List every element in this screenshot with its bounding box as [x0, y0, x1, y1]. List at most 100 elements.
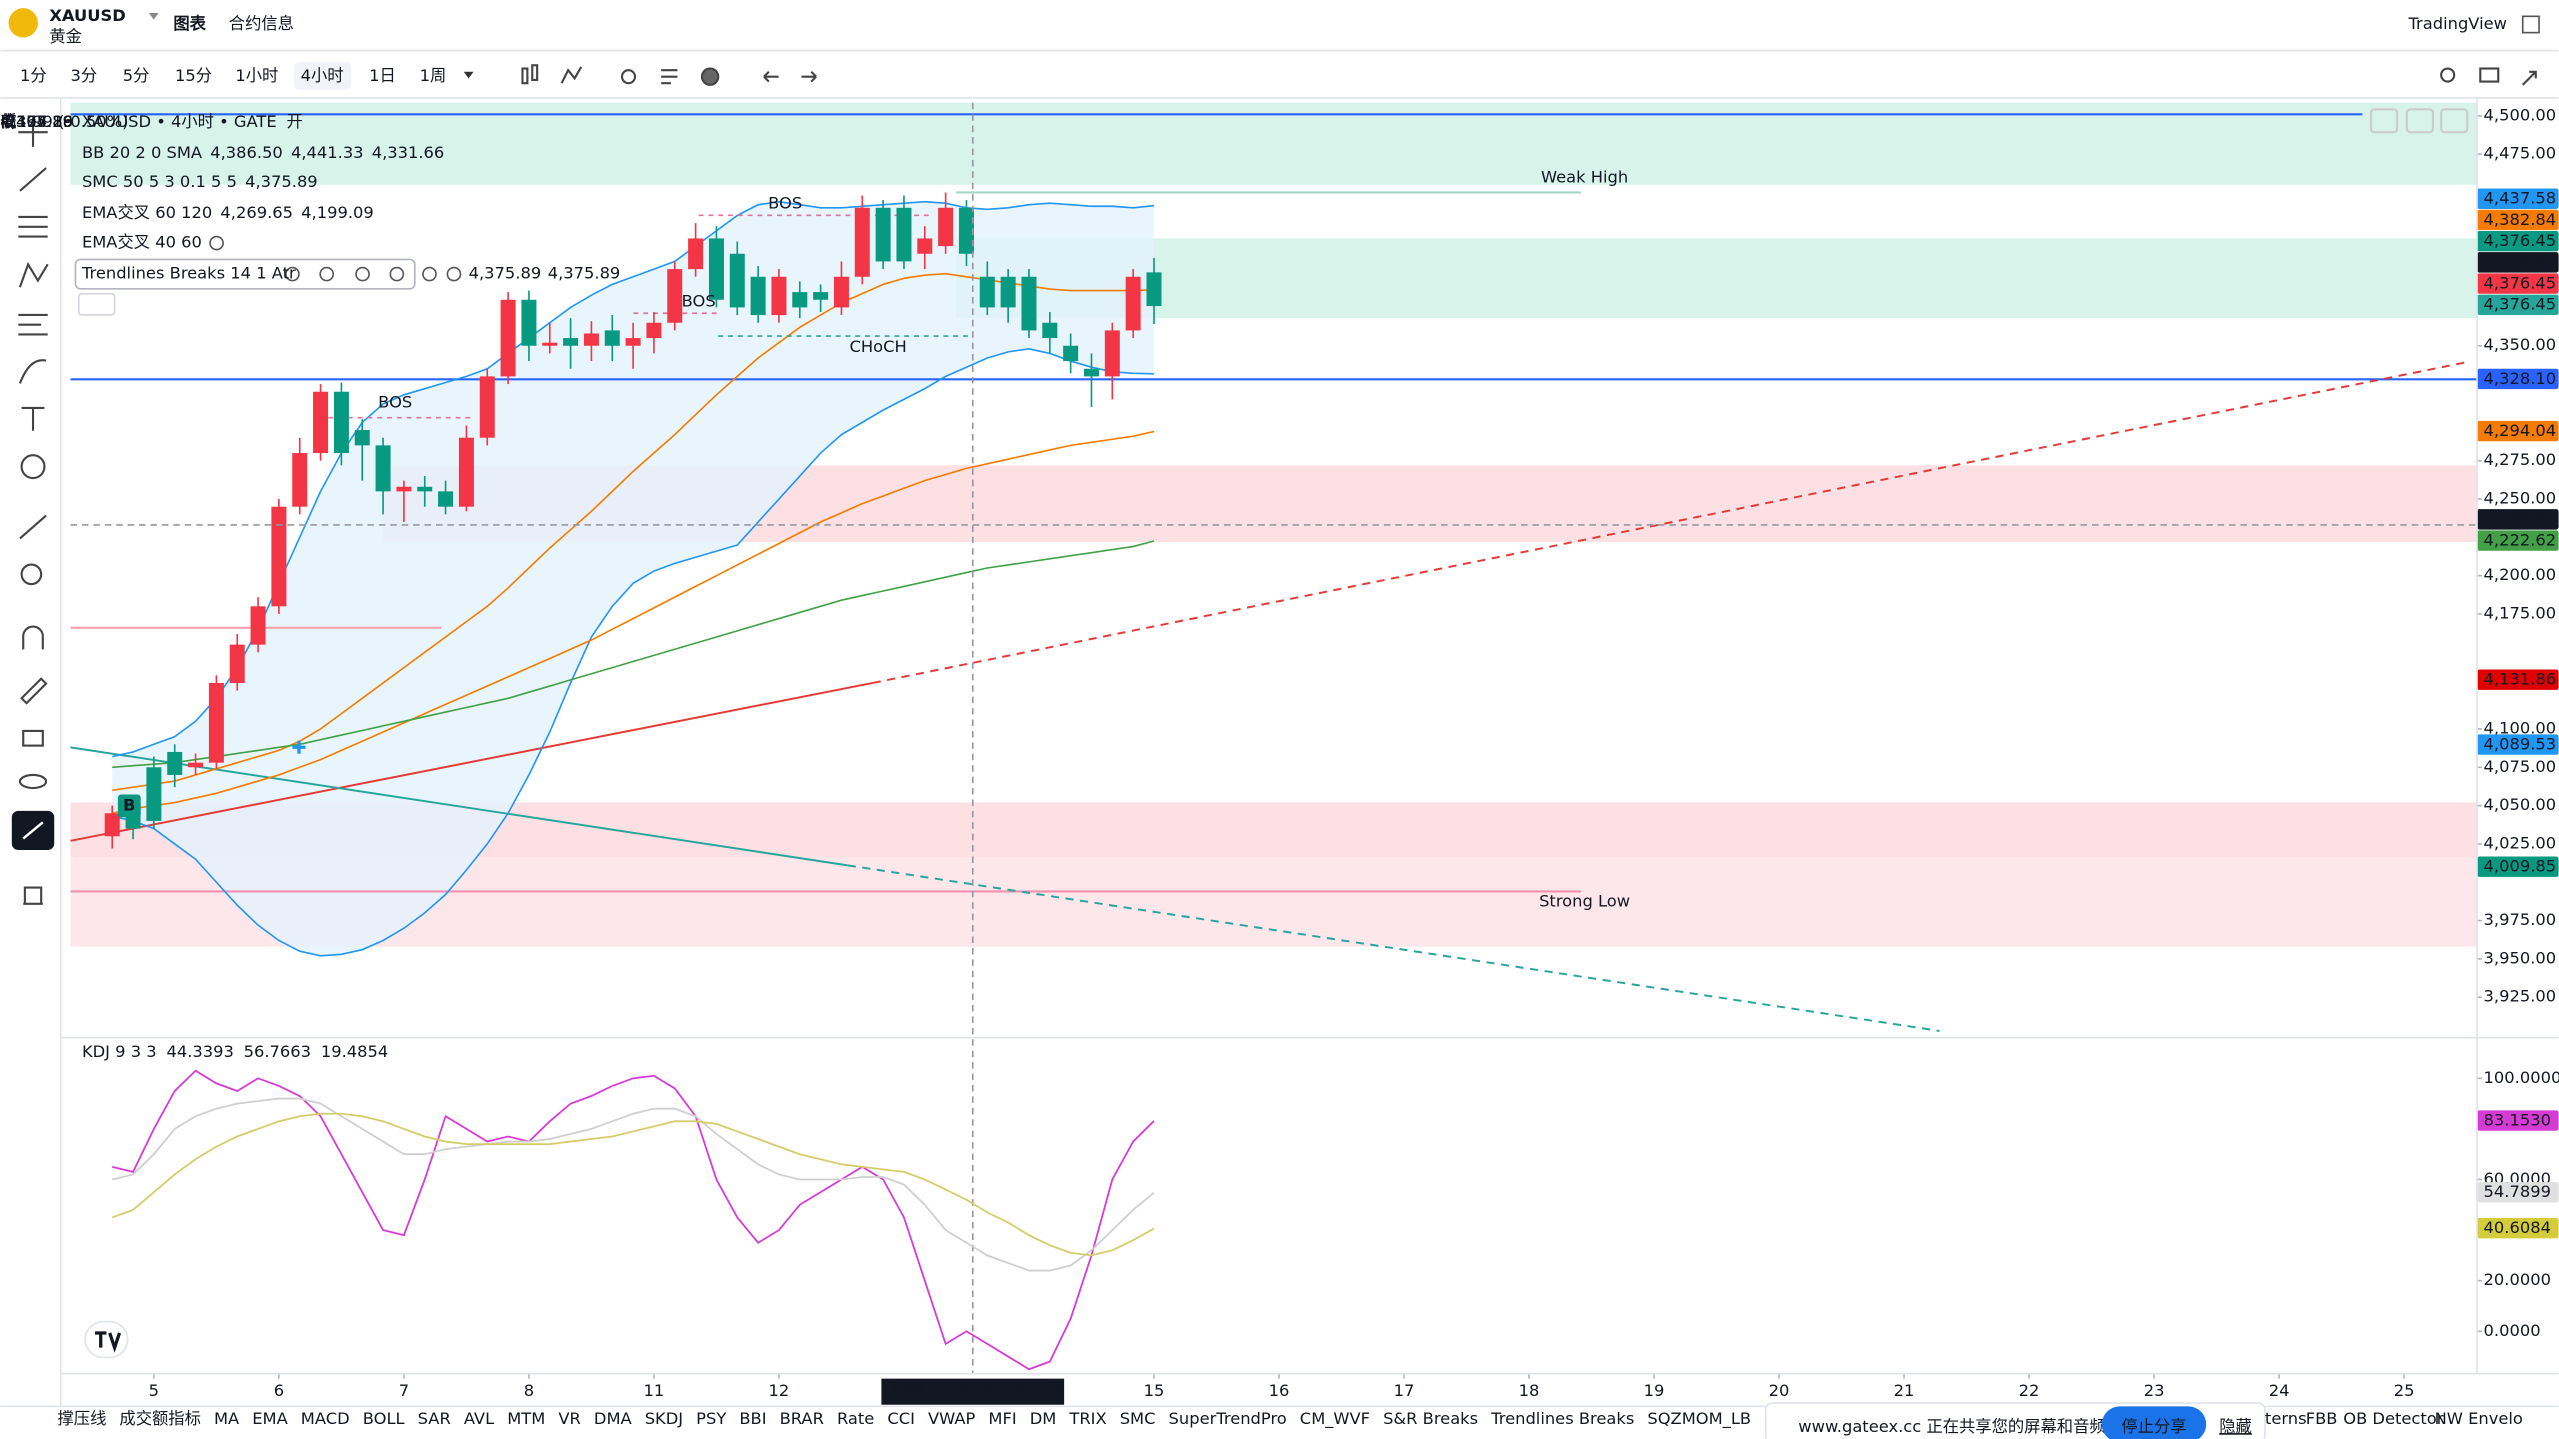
indicator-shortcut[interactable]: Trendlines Breaks	[1490, 1409, 1634, 1428]
forecast-tool[interactable]	[18, 313, 48, 336]
legend-icon[interactable]	[319, 266, 335, 282]
indicator-shortcut[interactable]: MFI	[988, 1409, 1016, 1428]
indicator-shortcut[interactable]: VR	[558, 1409, 580, 1428]
indicator-shortcut[interactable]: DMA	[594, 1409, 633, 1428]
indicator-shortcut[interactable]: terns	[2265, 1409, 2307, 1428]
indicator-shortcut[interactable]: MA	[214, 1409, 240, 1428]
legend-text: 4,364.16	[0, 112, 73, 131]
active-timeframe-bg	[294, 61, 352, 90]
indicator-shortcut[interactable]: VWAP	[928, 1409, 976, 1428]
redo-icon[interactable]	[801, 71, 817, 83]
trendline-tool[interactable]	[19, 167, 47, 192]
fib-tool[interactable]	[18, 215, 48, 238]
timeframe-dropdown[interactable]	[463, 71, 474, 79]
tab[interactable]: 合约信息	[229, 14, 294, 33]
replay-icon[interactable]	[620, 69, 637, 85]
legend-icon[interactable]	[285, 266, 300, 282]
timeframe[interactable]: 3分	[71, 66, 98, 85]
indicator-icon[interactable]	[560, 66, 583, 84]
legend-icon[interactable]	[422, 266, 437, 282]
indicator-shortcut[interactable]: MTM	[507, 1409, 545, 1428]
tab[interactable]: 图表	[173, 14, 206, 33]
indicator-shortcut[interactable]: BOLL	[363, 1409, 405, 1428]
timeframe[interactable]: 15分	[175, 66, 212, 85]
camera-icon[interactable]	[2479, 67, 2500, 83]
candle-icon[interactable]	[531, 64, 539, 82]
indicator-shortcut[interactable]: SAR	[418, 1409, 451, 1428]
timeframe[interactable]: 1小时	[235, 66, 278, 85]
candle-body	[646, 322, 662, 339]
indicator-shortcut[interactable]: Rate	[837, 1409, 874, 1428]
indicator-shortcut[interactable]: NW Envelo	[2435, 1409, 2523, 1428]
checkbox[interactable]	[2521, 15, 2540, 34]
indicator-shortcut[interactable]: TRIX	[1068, 1409, 1106, 1428]
indicator-shortcut[interactable]: SQZMOM_LB	[1647, 1409, 1751, 1429]
stop-share-button[interactable]	[2101, 1406, 2207, 1439]
legend-text: KDJ 9 3 3	[82, 1042, 157, 1061]
text-tool[interactable]	[21, 406, 45, 431]
timeframe[interactable]: 5分	[123, 66, 150, 85]
indicator-shortcut[interactable]: BRAR	[780, 1409, 824, 1428]
undo-icon[interactable]	[763, 71, 779, 83]
delete-tool[interactable]	[23, 886, 43, 905]
crosshair-time: 13:00	[1017, 1381, 1064, 1400]
hide-link[interactable]: 隐藏	[2219, 1417, 2252, 1436]
magnet-tool[interactable]	[22, 625, 44, 650]
indicator-shortcut[interactable]: SMC	[1120, 1409, 1156, 1428]
emoji-tool[interactable]	[20, 454, 46, 480]
collapse-button[interactable]	[77, 292, 116, 316]
timeframe[interactable]: 1分	[20, 66, 47, 85]
indicator-shortcut[interactable]: EMA	[252, 1409, 288, 1428]
candle-icon[interactable]	[521, 67, 529, 85]
ruler-tool[interactable]	[19, 514, 47, 540]
timeframe[interactable]: 1日	[369, 66, 396, 85]
indicator-shortcut[interactable]: BBI	[739, 1409, 766, 1428]
price-tag-label: 83.1530	[2484, 1110, 2551, 1129]
indicator-shortcut[interactable]: MACD	[301, 1409, 350, 1428]
symbol[interactable]: XAUUSD	[49, 6, 125, 25]
add-icon[interactable]	[700, 67, 720, 86]
pattern-tool[interactable]	[18, 261, 49, 288]
price-tag	[2477, 230, 2559, 252]
legend-icon[interactable]	[446, 266, 462, 282]
indicator-shortcut[interactable]: CM_WVF	[1300, 1409, 1370, 1429]
indicator-shortcut[interactable]: 成交额指标	[119, 1409, 200, 1428]
crosshair-time: 周四 2026-08-13	[891, 1381, 1023, 1400]
indicator-shortcut[interactable]: FBB	[2306, 1409, 2338, 1428]
control-button[interactable]	[2440, 108, 2469, 134]
indicator-shortcut[interactable]: DM	[1030, 1409, 1057, 1428]
indicator-shortcut[interactable]: PSY	[696, 1409, 726, 1428]
indicator-shortcut[interactable]: S&R Breaks	[1383, 1409, 1478, 1428]
control-button[interactable]	[2369, 108, 2399, 134]
indicator-shortcut[interactable]: AVL	[464, 1409, 494, 1428]
legend-icon[interactable]	[389, 266, 405, 282]
template-icon[interactable]	[661, 69, 678, 85]
indicator-shortcut[interactable]: OB Detector	[2343, 1409, 2444, 1428]
timeframe[interactable]: 4小时	[301, 66, 344, 85]
hidden-icon[interactable]	[209, 235, 224, 251]
control-button[interactable]	[2405, 108, 2435, 134]
brush-tool[interactable]	[18, 359, 47, 384]
tv-logo[interactable]	[84, 1320, 129, 1359]
visibility-tool[interactable]	[18, 773, 48, 790]
x-tick-label: 22	[2019, 1381, 2040, 1400]
trendline	[872, 361, 2465, 684]
indicator-shortcut[interactable]: SuperTrendPro	[1169, 1409, 1287, 1428]
fullscreen-icon[interactable]	[2521, 70, 2537, 86]
timeframe[interactable]: 1周	[420, 66, 447, 85]
legend-icon[interactable]	[355, 266, 370, 282]
draw-lock-tool[interactable]	[20, 677, 48, 705]
indicator-shortcut[interactable]: SKDJ	[645, 1409, 683, 1428]
brand: TradingView	[2408, 14, 2507, 33]
symbol-dropdown[interactable]	[148, 13, 159, 20]
annotation: B	[123, 795, 135, 814]
candle-body	[104, 813, 120, 837]
indicator-shortcut[interactable]: 撑压线	[57, 1409, 106, 1428]
indicator-shortcut[interactable]: CCI	[887, 1409, 915, 1428]
crosshair-tool[interactable]	[18, 117, 48, 147]
legend-text: -21.99 (-0.50%)	[0, 112, 128, 131]
lock-tool[interactable]	[22, 729, 44, 747]
zoom-tool[interactable]	[20, 563, 43, 586]
annotation: BOS	[682, 291, 716, 310]
search-icon[interactable]	[2440, 67, 2456, 83]
